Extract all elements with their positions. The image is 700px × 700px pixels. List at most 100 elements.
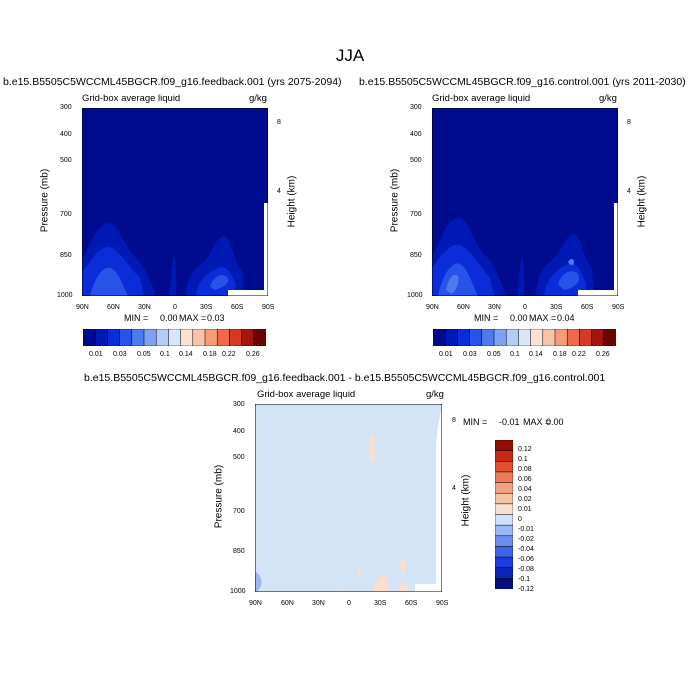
panel-3-ytick-700: 700 <box>233 508 245 515</box>
panel-3-positive-anomaly-upper <box>368 433 376 464</box>
panel-3-max-label: MAX = <box>523 417 551 427</box>
panel-1-height-tick-8: 8 <box>277 119 281 126</box>
panel-1-colorbar-swatch-3 <box>119 328 133 347</box>
panel-2-cb-label-3: 0.1 <box>510 351 520 358</box>
panel-1-plot-svg <box>81 107 269 297</box>
panel-3-cb-label-7: 0 <box>518 516 522 523</box>
panel-2-colorbar-swatch-7 <box>518 328 532 347</box>
panel-2-height-tick-8: 8 <box>627 119 631 126</box>
panel-3-colorbar-swatch-6 <box>494 503 514 515</box>
panel-1-cb-label-5: 0.18 <box>203 351 217 358</box>
panel-3-ytick-400: 400 <box>233 428 245 435</box>
panel-1-xtick-90N: 90N <box>76 304 89 311</box>
panel-2-colorbar-swatch-14 <box>603 328 617 347</box>
panel-2-plot-svg <box>431 107 619 297</box>
panel-1-colorbar <box>82 328 267 347</box>
panel-3-cb-label-10: -0.04 <box>518 546 534 553</box>
panel-2-missing-data-bottom <box>578 290 618 296</box>
panel-3-cb-label-1: 0.1 <box>518 456 528 463</box>
panel-3-xtick-60S: 60S <box>405 600 418 607</box>
panel-1-colorbar-swatch-11 <box>216 328 230 347</box>
panel-2-missing-data <box>614 203 618 296</box>
panel-3-plot-svg <box>254 403 443 593</box>
panel-3-min-value: -0.01 <box>499 417 520 427</box>
panel-3-cb-label-14: -0.12 <box>518 586 534 593</box>
panel-2-xtick-0: 0 <box>523 304 527 311</box>
panel-2-xtick-90N: 90N <box>426 304 439 311</box>
panel-2-colorbar-swatch-4 <box>481 328 495 347</box>
panel-3-plot <box>254 403 443 593</box>
panel-2-ytick-700: 700 <box>410 211 422 218</box>
panel-2-colorbar-swatch-3 <box>469 328 483 347</box>
panel-3-cb-label-2: 0.08 <box>518 466 532 473</box>
panel-3-variable-label: Grid-box average liquid <box>257 389 356 400</box>
panel-3-min-label: MIN = <box>463 417 488 427</box>
panel-1-cb-label-3: 0.1 <box>160 351 170 358</box>
panel-1-ytick-700: 700 <box>60 211 72 218</box>
panel-1-cb-label-7: 0.26 <box>246 351 260 358</box>
panel-2-contour-level-5-south <box>568 259 574 265</box>
panel-3-ylabel: Pressure (mb) <box>213 464 225 529</box>
panel-1-colorbar-swatch-0 <box>82 328 96 347</box>
panel-1-xtick-60S: 60S <box>231 304 244 311</box>
panel-2-contour-level-4-south <box>558 271 580 290</box>
panel-2-colorbar-swatch-8 <box>530 328 544 347</box>
panel-1-colorbar-swatch-12 <box>229 328 243 347</box>
panel-2-colorbar-swatch-11 <box>566 328 580 347</box>
panel-2-plot <box>431 107 619 297</box>
panel-2-max-value: 0.04 <box>557 313 575 323</box>
panel-1-height-tick-4: 4 <box>277 188 281 195</box>
panel-1-title: b.e15.B5505C5WCCML45BGCR.f09_g16.feedbac… <box>3 76 342 88</box>
panel-1-max-label: MAX = <box>179 313 207 323</box>
panel-3-xtick-90N: 90N <box>249 600 262 607</box>
panel-1-min-label: MIN = <box>124 313 149 323</box>
panel-2-ytick-500: 500 <box>410 157 422 164</box>
panel-2-colorbar <box>432 328 617 347</box>
panel-1-colorbar-svg <box>82 328 267 347</box>
panel-3-cb-label-8: -0.01 <box>518 526 534 533</box>
panel-3-colorbar-swatch-2 <box>494 461 514 473</box>
panel-1-variable-label: Grid-box average liquid <box>82 93 181 104</box>
panel-1-colorbar-swatch-2 <box>107 328 121 347</box>
panel-2-xtick-30S: 30S <box>550 304 563 311</box>
panel-2-colorbar-swatch-1 <box>444 328 458 347</box>
panel-2-height-tick-4: 4 <box>627 188 631 195</box>
panel-2-variable-label: Grid-box average liquid <box>432 93 531 104</box>
figure-title: JJA <box>335 46 365 65</box>
panel-2-xtick-60N: 60N <box>457 304 470 311</box>
panel-1-colorbar-swatch-1 <box>94 328 108 347</box>
panel-3-negative-anomaly <box>255 572 262 592</box>
panel-3-colorbar-swatch-5 <box>494 492 514 505</box>
panel-3-colorbar-swatch-10 <box>494 546 514 558</box>
panel-2-cb-label-1: 0.03 <box>463 351 477 358</box>
panel-1-colorbar-swatch-5 <box>143 328 157 347</box>
panel-1-cb-label-6: 0.22 <box>222 351 236 358</box>
panel-3-colorbar-swatch-8 <box>494 524 514 537</box>
panel-3-background-fill <box>255 404 442 592</box>
panel-2-xtick-30N: 30N <box>488 304 501 311</box>
panel-1-contour-level-4 <box>90 267 128 296</box>
panel-1-ytick-850: 850 <box>60 252 72 259</box>
panel-3-ytick-1000: 1000 <box>230 588 246 595</box>
panel-2-cb-label-5: 0.18 <box>553 351 567 358</box>
panel-1-units-label: g/kg <box>249 93 267 104</box>
panel-2-min-value: 0.00 <box>510 313 528 323</box>
panel-3-colorbar-swatch-11 <box>494 556 514 569</box>
panel-1-colorbar-swatch-4 <box>131 328 145 347</box>
panel-3-positive-anomaly-5 <box>337 589 342 592</box>
panel-1-colorbar-swatch-9 <box>192 328 206 347</box>
panel-2-colorbar-swatch-6 <box>505 328 519 347</box>
panel-3-cb-label-4: 0.04 <box>518 486 532 493</box>
panel-3-ytick-300: 300 <box>233 401 245 408</box>
panel-2-title: b.e15.B5505C5WCCML45BGCR.f09_g16.control… <box>359 76 686 88</box>
panel-2-ytick-400: 400 <box>410 131 422 138</box>
panel-2-ylabel-right: Height (km) <box>636 175 648 228</box>
panel-3-height-tick-4: 4 <box>452 485 456 492</box>
panel-3-ytick-500: 500 <box>233 454 245 461</box>
panel-3-xtick-90S: 90S <box>436 600 449 607</box>
panel-3-cb-label-11: -0.06 <box>518 556 534 563</box>
panel-2-colorbar-swatch-0 <box>432 328 446 347</box>
panel-1-xtick-30N: 30N <box>138 304 151 311</box>
panel-1-missing-data-bottom <box>228 290 268 296</box>
panel-2-ytick-300: 300 <box>410 104 422 111</box>
